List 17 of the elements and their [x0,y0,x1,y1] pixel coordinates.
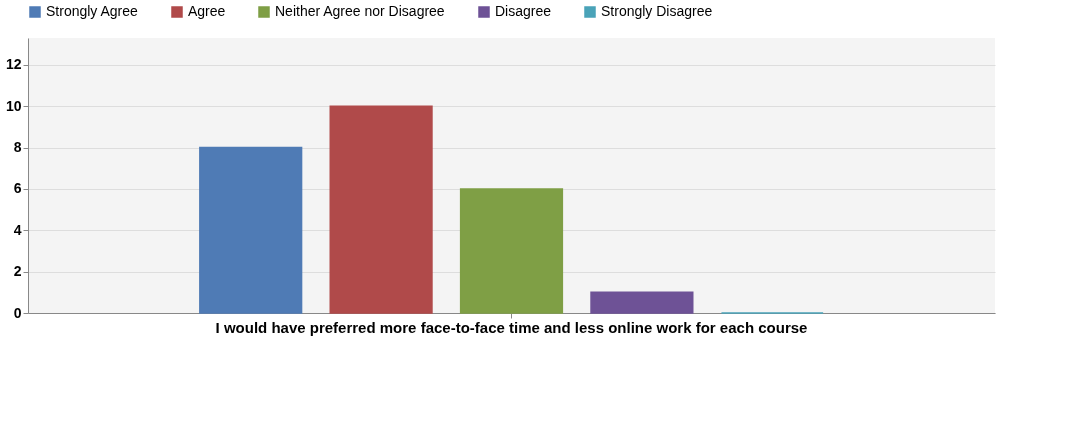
x-tick-label: I would have preferred more face-to-face time and less online work for each course [215,318,808,336]
y-tick-label: 4 [13,221,22,238]
legend-label: Strongly Disagree [601,3,713,19]
legend-label: Strongly Agree [46,3,139,19]
y-tick-label: 2 [13,263,22,280]
legend-label: Agree [188,3,226,19]
y-tick-label: 10 [5,97,22,114]
bar [590,291,694,314]
bar [459,188,564,314]
legend-label: Disagree [495,3,552,19]
legend-label: Neither Agree nor Disagree [275,3,445,19]
y-tick-label: 12 [5,56,22,73]
y-tick-label: 0 [13,304,22,321]
bar [199,146,303,314]
bar [329,105,433,314]
y-tick-label: 8 [13,139,22,156]
y-tick-label: 6 [13,180,22,197]
